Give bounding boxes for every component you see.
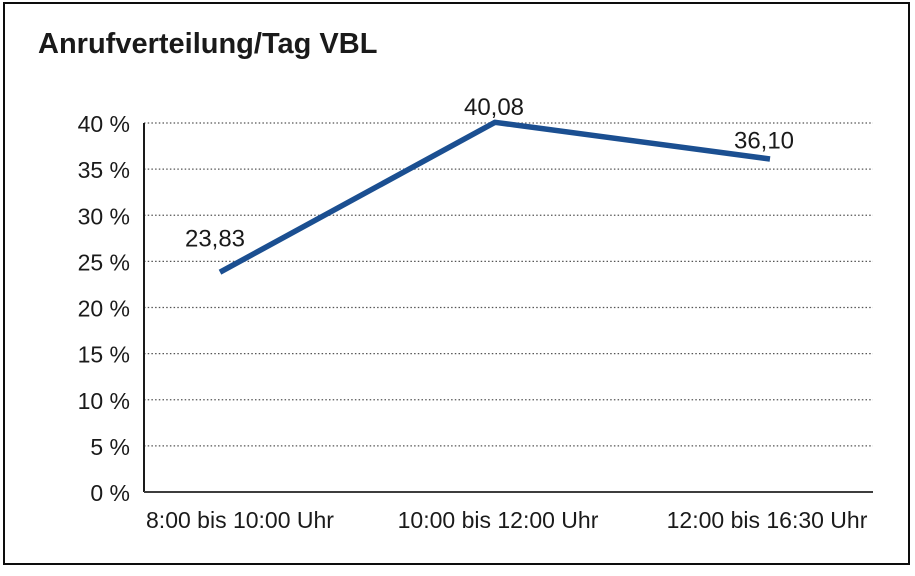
data-label: 40,08 <box>464 94 524 121</box>
data-series-line <box>218 119 771 275</box>
x-tick-label: 8:00 bis 10:00 Uhr <box>146 507 334 533</box>
x-tick-label: 12:00 bis 16:30 Uhr <box>667 507 868 533</box>
chart-title: Anrufverteilung/Tag VBL <box>38 28 378 60</box>
y-tick-label: 20 % <box>78 296 130 322</box>
data-label: 23,83 <box>185 226 245 253</box>
y-tick-label: 15 % <box>78 342 130 368</box>
y-tick-label: 10 % <box>78 388 130 414</box>
y-tick-label: 35 % <box>78 157 130 183</box>
y-tick-label: 25 % <box>78 249 130 275</box>
y-tick-label: 40 % <box>78 111 130 137</box>
x-tick-label: 10:00 bis 12:00 Uhr <box>398 507 599 533</box>
data-label: 36,10 <box>734 127 794 154</box>
chart-frame <box>3 2 910 565</box>
y-tick-label: 5 % <box>90 434 130 460</box>
y-tick-label: 30 % <box>78 203 130 229</box>
y-tick-label: 0 % <box>90 480 130 506</box>
